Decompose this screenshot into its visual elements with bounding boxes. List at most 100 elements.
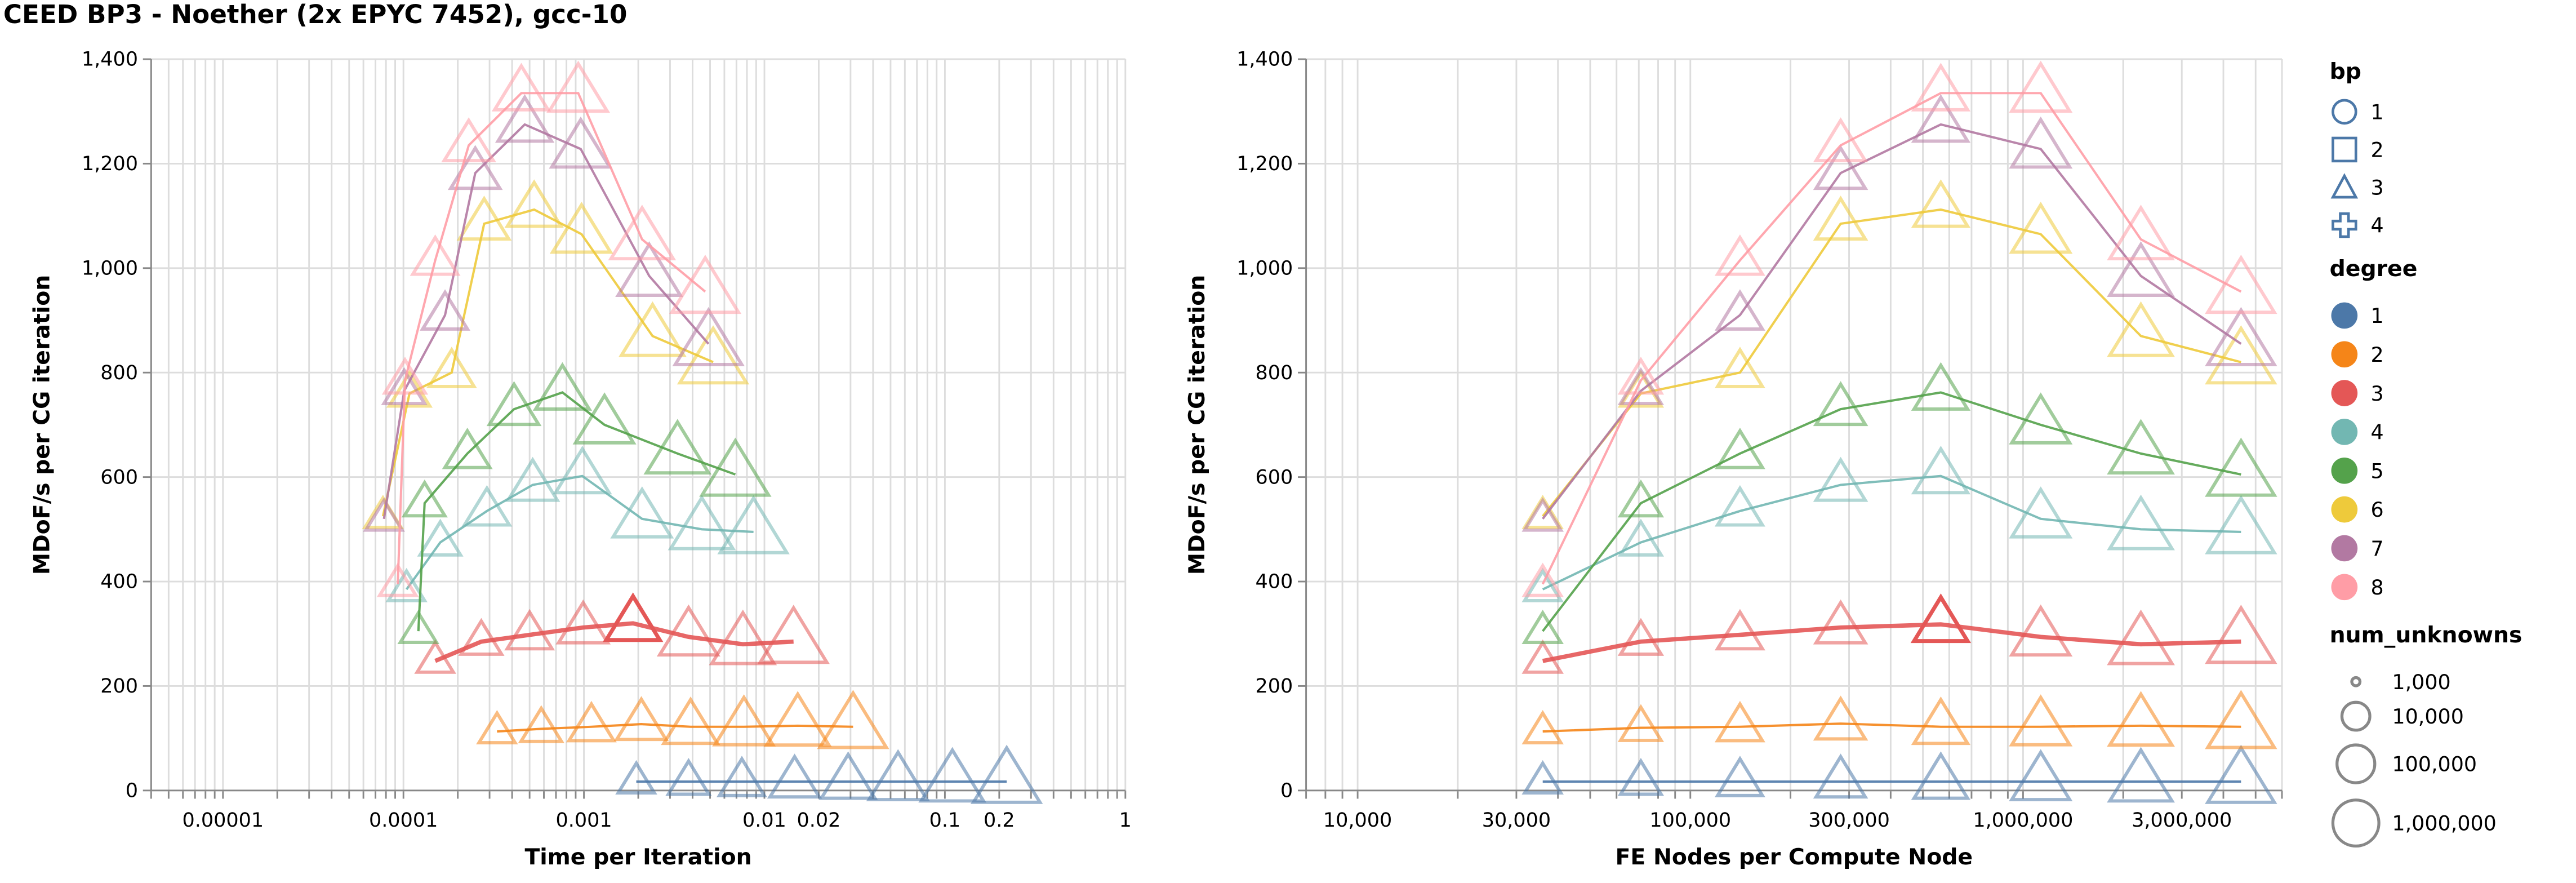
legend-cross-symbol bbox=[2332, 212, 2357, 238]
legend-label-num-unknowns: 1,000 bbox=[2392, 670, 2450, 694]
data-point-marker bbox=[1911, 362, 1971, 411]
legend-size-symbol bbox=[2350, 676, 2362, 687]
data-point-marker bbox=[661, 696, 720, 746]
series-degree-4 bbox=[1521, 445, 2277, 602]
legend-label-degree: 6 bbox=[2371, 498, 2384, 522]
data-point-marker bbox=[1617, 367, 1665, 405]
data-point-marker bbox=[1521, 639, 1564, 674]
series-degree-6 bbox=[1521, 179, 2277, 530]
y-tick-label: 200 bbox=[100, 675, 138, 698]
data-point-marker bbox=[602, 592, 664, 642]
legend-size-symbol bbox=[2340, 700, 2372, 732]
data-point-marker bbox=[1714, 347, 1765, 388]
data-point-marker bbox=[2107, 691, 2175, 747]
x-tick-label: 10,000 bbox=[1323, 809, 1392, 832]
legend-label-bp: 2 bbox=[2371, 138, 2384, 162]
x-tick-label: 0.1 bbox=[929, 809, 961, 832]
data-point-marker bbox=[665, 758, 712, 796]
y-tick-label: 1,200 bbox=[1236, 153, 1293, 175]
data-point-marker bbox=[2205, 744, 2277, 804]
x-tick-label: 1,000,000 bbox=[1973, 809, 2073, 832]
data-point-marker bbox=[1813, 117, 1868, 163]
data-point-marker bbox=[2205, 690, 2277, 749]
data-point-marker bbox=[1911, 63, 1971, 112]
series-degree-8 bbox=[1521, 60, 2277, 597]
y-tick-label: 1,400 bbox=[82, 48, 138, 71]
data-point-marker bbox=[615, 241, 683, 297]
data-point-marker bbox=[476, 709, 518, 744]
x-axis-title: Time per Iteration bbox=[524, 844, 751, 870]
data-point-marker bbox=[1911, 445, 1971, 495]
x-grid bbox=[150, 59, 1127, 799]
data-point-marker bbox=[2107, 494, 2175, 551]
data-point-marker bbox=[1617, 704, 1665, 742]
series-line bbox=[1541, 92, 2242, 585]
data-point-marker bbox=[426, 347, 477, 388]
legend-label-bp: 4 bbox=[2371, 214, 2384, 238]
data-point-marker bbox=[1714, 700, 1765, 743]
data-point-marker bbox=[615, 760, 657, 795]
series-degree-3 bbox=[414, 592, 830, 674]
data-point-marker bbox=[504, 179, 564, 228]
chart-panel-2: 0 200 400 600 800 1,000 1,200 1,400 10,000 30,000… bbox=[1184, 48, 2283, 870]
data-point-marker bbox=[417, 518, 464, 557]
x-tick-label: 1 bbox=[1119, 809, 1132, 832]
legend-label-degree: 8 bbox=[2371, 575, 2384, 600]
data-point-marker bbox=[553, 445, 612, 495]
legend-label-degree: 7 bbox=[2371, 536, 2384, 561]
legend-degree-swatch bbox=[2331, 535, 2358, 562]
y-tick-label: 1,000 bbox=[1236, 257, 1293, 279]
legend-label-degree: 2 bbox=[2371, 343, 2384, 367]
data-point-marker bbox=[610, 486, 674, 539]
data-point-marker bbox=[1910, 593, 1972, 644]
data-point-marker bbox=[1714, 427, 1765, 469]
legend-label-num-unknowns: 10,000 bbox=[2392, 704, 2464, 729]
data-point-marker bbox=[495, 94, 555, 143]
data-point-marker bbox=[767, 753, 822, 799]
data-point-marker bbox=[381, 357, 429, 395]
data-point-marker bbox=[549, 116, 613, 169]
y-grid: 0 200 400 600 800 1,000 1,200 1,400 bbox=[82, 48, 1125, 802]
series-degree-2 bbox=[476, 690, 889, 749]
series-degree-7 bbox=[1521, 94, 2277, 532]
data-point-marker bbox=[918, 747, 987, 803]
data-point-marker bbox=[2009, 201, 2073, 254]
data-point-marker bbox=[442, 427, 493, 469]
series-degree-4 bbox=[385, 445, 790, 602]
series-degree-7 bbox=[363, 94, 745, 532]
legend-circle-symbol bbox=[2332, 99, 2357, 125]
chart-panel-1: 0 200 400 600 800 1,000 1,200 1,400 0.00001 0.000… bbox=[29, 48, 1131, 870]
x-tick-label: 0.001 bbox=[556, 809, 612, 832]
y-tick-label: 600 bbox=[1256, 466, 1293, 489]
data-point-marker bbox=[504, 609, 555, 651]
y-tick-label: 200 bbox=[1256, 675, 1293, 698]
series-degree-8 bbox=[376, 60, 742, 597]
x-tick-label: 0.02 bbox=[797, 809, 841, 832]
x-tick-label: 0.00001 bbox=[182, 809, 264, 832]
data-point-marker bbox=[2205, 255, 2277, 314]
legend-title-degree: degree bbox=[2330, 256, 2418, 282]
data-point-marker bbox=[1521, 760, 1564, 795]
data-point-marker bbox=[2009, 392, 2073, 445]
series-degree-1 bbox=[1521, 744, 2277, 804]
legend-degree-swatch bbox=[2331, 302, 2358, 329]
y-tick-label: 800 bbox=[100, 362, 138, 384]
data-point-marker bbox=[1714, 289, 1765, 331]
data-point-marker bbox=[1813, 381, 1868, 427]
data-point-marker bbox=[2107, 241, 2175, 297]
data-point-marker bbox=[1521, 609, 1564, 644]
data-point-marker bbox=[1714, 485, 1765, 527]
data-point-marker bbox=[458, 618, 505, 656]
data-point-marker bbox=[397, 609, 440, 644]
y-tick-label: 1,400 bbox=[1236, 48, 1293, 71]
series-line bbox=[397, 92, 706, 584]
y-tick-label: 1,200 bbox=[82, 153, 138, 175]
data-point-marker bbox=[1617, 357, 1665, 395]
data-point-marker bbox=[456, 196, 512, 241]
data-point-marker bbox=[1813, 196, 1868, 241]
data-point-marker bbox=[699, 437, 772, 497]
data-point-marker bbox=[1911, 751, 1971, 800]
data-point-marker bbox=[1521, 709, 1564, 744]
series-degree-1 bbox=[615, 744, 1043, 804]
x-tick-label: 0.01 bbox=[742, 809, 786, 832]
